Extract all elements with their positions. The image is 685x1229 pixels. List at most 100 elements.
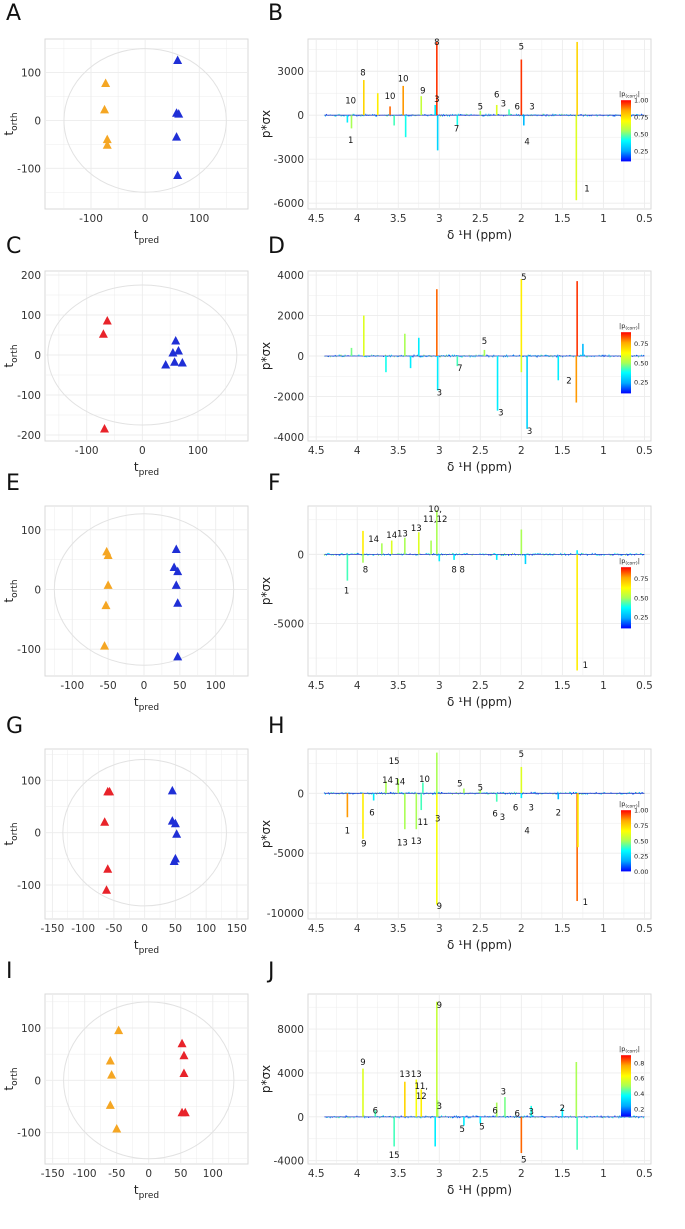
- data-point-blue: [172, 132, 182, 141]
- y-axis-title-sub: orth: [10, 112, 20, 130]
- colorbar: |p(corr)|1.00 0.75 0.50 0.25: [619, 90, 648, 162]
- confidence-ellipse: [63, 48, 227, 193]
- confidence-ellipse: [53, 513, 235, 666]
- x-tick-label: 3: [436, 680, 443, 692]
- x-tick-label: 3: [436, 213, 443, 225]
- x-tick-label: 3: [436, 923, 443, 935]
- peak-label: 3: [437, 1102, 442, 1112]
- peak-label: 5: [457, 780, 462, 790]
- y-tick-label: -100: [17, 1128, 41, 1140]
- colorbar-title-sub: (corr): [625, 94, 638, 100]
- peak-label: 8: [460, 566, 465, 576]
- peak-label: 5: [519, 42, 524, 52]
- x-tick-label: -50: [105, 923, 122, 935]
- peak-label: 3: [528, 804, 533, 814]
- data-point-red: [105, 786, 115, 796]
- panel-d: D 4.5 4 3.5 3 2.5 2 1.5 1 0.5 4000 2000 0 -2000 -4000 5…: [259, 234, 653, 474]
- x-axis-title: tpred: [134, 938, 159, 956]
- x-tick-label: 1.5: [554, 213, 571, 225]
- data-point-blue: [171, 336, 181, 345]
- y-tick-label: 0: [297, 351, 304, 363]
- y-tick-label: 100: [21, 68, 41, 80]
- colorbar-title: |p(corr)|: [619, 1045, 640, 1055]
- grid: [308, 506, 651, 676]
- spectrum: [323, 1001, 645, 1154]
- peak-label: 4: [524, 826, 529, 836]
- x-tick-label: 4.5: [308, 213, 325, 225]
- colorbar-title: |p(corr)|: [619, 90, 640, 100]
- y-axis-title: torth: [2, 112, 20, 135]
- colorbar-tick-label: 0.6: [634, 1075, 644, 1083]
- x-tick-label: 2: [518, 680, 525, 692]
- x-tick-label: 0: [141, 923, 148, 935]
- data-point-blue: [172, 829, 182, 838]
- peak-label: 3: [501, 1088, 506, 1098]
- data-point-blue: [169, 562, 179, 571]
- plot-area: [44, 505, 249, 677]
- colorbar-tick-label: 0.25: [634, 148, 648, 156]
- x-axis-title-main: t: [134, 228, 139, 242]
- x-tick-label: 1: [600, 1168, 607, 1180]
- colorbar-title-end: |: [638, 90, 640, 98]
- data-point-blue: [173, 55, 183, 65]
- confidence-ellipse: [47, 284, 238, 426]
- data-point-blue: [171, 544, 181, 554]
- x-tick-label: 4.5: [308, 445, 325, 457]
- colorbar-tick-label: 0.25: [634, 853, 648, 861]
- peak-label: 6: [492, 810, 497, 820]
- x-tick-label: 1: [600, 680, 607, 692]
- data-point-blue: [171, 580, 181, 589]
- x-tick-label: 1.5: [554, 923, 571, 935]
- peak-label: 8: [363, 566, 368, 576]
- x-axis-title: δ ¹H (ppm): [447, 938, 512, 952]
- y-axis-title: torth: [2, 344, 20, 367]
- peak-label: 11,12: [423, 515, 447, 525]
- y-tick-label: 100: [21, 775, 41, 787]
- x-tick-label: 100: [188, 445, 208, 457]
- colorbar-gradient: [621, 810, 631, 872]
- peak-label: 10: [419, 775, 430, 785]
- data-point-red: [102, 885, 112, 894]
- colorbar-gradient: [621, 1055, 631, 1117]
- peak-label: 10: [345, 97, 356, 107]
- data-point-red: [177, 1038, 187, 1048]
- peak-label: 14: [394, 777, 405, 787]
- y-tick-label: 0: [297, 788, 304, 800]
- peak-label: 9: [437, 902, 442, 912]
- x-tick-label: -100: [79, 213, 103, 225]
- data-point-blue: [169, 856, 179, 865]
- colorbar-tick-label: 0.2: [634, 1105, 644, 1113]
- peak-label: 9: [420, 86, 425, 96]
- panel-letter-i: I: [6, 959, 13, 984]
- x-axis-title-sub: pred: [139, 703, 159, 713]
- y-tick-label: -5000: [273, 848, 304, 860]
- y-axis-title: p*σx: [259, 1065, 273, 1093]
- plot-area: [307, 993, 652, 1165]
- y-tick-label: -4000: [273, 1156, 304, 1168]
- data-point-orange: [100, 104, 110, 114]
- x-tick-label: 50: [173, 680, 186, 692]
- data-point-blue: [161, 360, 171, 369]
- x-tick-label: 100: [196, 923, 216, 935]
- data-point-blue: [173, 170, 183, 179]
- colorbar-title-sub: (corr): [625, 804, 638, 810]
- x-tick-label: 0.5: [636, 1168, 653, 1180]
- peak-label: 13: [411, 837, 422, 847]
- x-tick-label: 3.5: [390, 680, 407, 692]
- x-tick-label: 4.5: [308, 680, 325, 692]
- y-tick-label: -100: [17, 390, 41, 402]
- data-point-red: [102, 316, 112, 325]
- peak-label: 2: [566, 376, 571, 386]
- y-axis-title-main: t: [2, 841, 16, 846]
- peak-label: 9: [361, 840, 366, 850]
- spectrum: [323, 279, 645, 429]
- peak-label: 13: [411, 524, 422, 534]
- data-point-blue: [173, 651, 183, 661]
- peak-label: 5: [482, 337, 487, 347]
- x-tick-label: 100: [203, 1168, 223, 1180]
- x-axis-title: tpred: [134, 1183, 159, 1201]
- data-point-blue: [173, 346, 183, 355]
